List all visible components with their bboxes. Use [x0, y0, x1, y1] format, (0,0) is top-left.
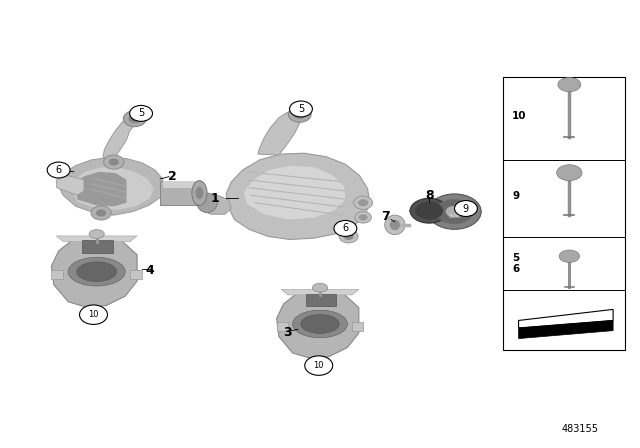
Polygon shape [352, 322, 364, 331]
Polygon shape [258, 111, 302, 155]
Polygon shape [163, 181, 196, 188]
Ellipse shape [192, 181, 207, 206]
Text: BMW: BMW [448, 215, 461, 220]
Circle shape [91, 206, 111, 220]
Polygon shape [160, 181, 200, 206]
Polygon shape [518, 320, 613, 339]
Ellipse shape [390, 220, 400, 230]
Text: 3: 3 [283, 326, 291, 339]
Circle shape [79, 305, 108, 324]
Text: 6: 6 [56, 165, 61, 175]
Ellipse shape [410, 198, 448, 223]
Text: 9: 9 [512, 190, 520, 201]
Text: 9: 9 [463, 203, 469, 214]
Polygon shape [281, 289, 359, 295]
Text: 5: 5 [138, 108, 144, 118]
Ellipse shape [385, 215, 405, 235]
Circle shape [358, 199, 368, 206]
Polygon shape [103, 116, 141, 159]
Text: 5: 5 [512, 254, 520, 263]
Ellipse shape [559, 250, 579, 263]
Circle shape [47, 162, 70, 178]
Text: 2: 2 [168, 170, 177, 183]
Text: 10: 10 [88, 310, 99, 319]
Circle shape [358, 214, 367, 220]
Ellipse shape [558, 78, 580, 92]
Text: 483155: 483155 [562, 424, 598, 434]
Circle shape [104, 155, 124, 169]
Text: 7: 7 [381, 210, 390, 223]
Circle shape [129, 114, 141, 123]
Polygon shape [226, 153, 369, 240]
Circle shape [355, 211, 371, 223]
Text: 8: 8 [425, 189, 433, 202]
Circle shape [288, 106, 311, 122]
Polygon shape [276, 289, 359, 358]
Polygon shape [57, 174, 84, 195]
Polygon shape [307, 294, 336, 306]
Ellipse shape [292, 310, 348, 338]
Circle shape [339, 230, 358, 243]
Polygon shape [51, 236, 137, 307]
Ellipse shape [312, 283, 328, 292]
Circle shape [289, 101, 312, 117]
Circle shape [454, 201, 477, 216]
Circle shape [305, 356, 333, 375]
Text: 5: 5 [298, 104, 304, 114]
Polygon shape [518, 310, 613, 328]
Circle shape [96, 209, 106, 216]
Circle shape [109, 159, 119, 166]
Text: 4: 4 [145, 264, 154, 277]
Polygon shape [71, 168, 154, 210]
Polygon shape [276, 322, 288, 331]
Circle shape [344, 233, 354, 240]
Ellipse shape [89, 230, 104, 238]
Circle shape [296, 112, 303, 116]
Polygon shape [57, 158, 164, 215]
Circle shape [132, 116, 138, 121]
Circle shape [334, 220, 356, 237]
Text: 6: 6 [512, 264, 520, 275]
Ellipse shape [196, 187, 204, 199]
Polygon shape [83, 241, 113, 253]
Ellipse shape [445, 206, 463, 217]
Ellipse shape [301, 314, 339, 333]
Ellipse shape [68, 258, 125, 286]
Ellipse shape [557, 165, 582, 181]
Circle shape [354, 196, 372, 209]
Bar [502, 77, 625, 350]
Circle shape [130, 105, 152, 121]
Polygon shape [244, 166, 346, 220]
Polygon shape [198, 195, 231, 214]
Circle shape [293, 110, 306, 119]
Polygon shape [56, 236, 137, 241]
Ellipse shape [77, 262, 116, 281]
Polygon shape [51, 270, 63, 279]
Ellipse shape [428, 194, 481, 229]
Polygon shape [74, 172, 127, 206]
Text: 6: 6 [342, 224, 348, 233]
Ellipse shape [415, 202, 443, 220]
Ellipse shape [197, 193, 217, 212]
Text: 10: 10 [512, 111, 527, 121]
Text: 1: 1 [211, 192, 220, 205]
Text: 10: 10 [314, 361, 324, 370]
Polygon shape [130, 270, 142, 279]
Ellipse shape [435, 199, 474, 224]
Circle shape [124, 111, 146, 127]
